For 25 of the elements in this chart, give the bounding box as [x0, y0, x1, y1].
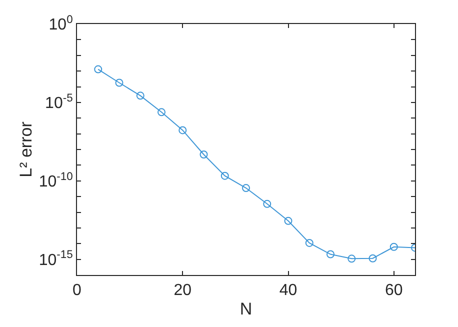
y-tick-label: 10$^{-10}$: [38, 170, 73, 190]
point: [326, 250, 334, 258]
point: [348, 254, 356, 263]
point: [220, 172, 229, 180]
point: [263, 200, 272, 208]
y-tick-label: 10$^{-15}$: [38, 249, 73, 269]
point: [284, 216, 292, 225]
point: [242, 184, 250, 192]
point: [94, 65, 102, 74]
x-tick-label: 0: [72, 282, 82, 300]
point: [390, 242, 398, 251]
x-axis-title: N: [240, 300, 252, 319]
point: [178, 126, 187, 134]
point: [368, 254, 377, 262]
x-tick-label: 60: [384, 282, 403, 300]
point: [115, 78, 124, 87]
point: [136, 92, 144, 100]
y-tick-label: 10$^{0}$: [48, 14, 73, 34]
x-tick-label: 20: [174, 282, 192, 300]
point: [305, 238, 314, 247]
point: [200, 150, 208, 158]
y-axis-title: L² error: [16, 121, 36, 178]
point: [158, 108, 166, 116]
y-tick-label: 10$^{-5}$: [45, 92, 73, 112]
x-tick-label: 40: [279, 282, 298, 300]
